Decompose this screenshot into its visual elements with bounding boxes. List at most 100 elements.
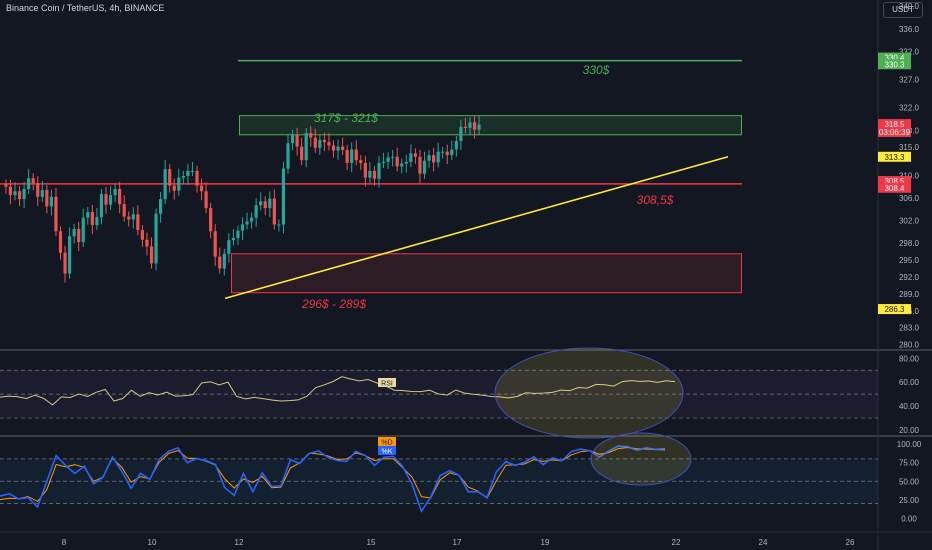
- candle-body: [118, 188, 122, 205]
- candle-body: [163, 169, 167, 200]
- price-axis-label-bg: [878, 59, 911, 70]
- candle-body: [140, 230, 144, 240]
- price-tick-label: 289.0: [899, 290, 920, 299]
- stoch-k-line: [0, 445, 666, 514]
- price-tick-label: 302.0: [899, 217, 920, 226]
- price-axis-label-bg: [878, 126, 911, 137]
- price-tick-label: 298.0: [899, 239, 920, 248]
- candle-body: [304, 133, 308, 161]
- candle-body: [345, 150, 349, 163]
- rsi-highlight-circle: [494, 347, 684, 439]
- candle-body: [341, 146, 345, 151]
- price-axis-label: 308.4: [884, 184, 905, 193]
- candle-body: [427, 155, 431, 161]
- stoch-tick-label: 25.00: [899, 496, 920, 505]
- time-tick-label: 24: [759, 538, 768, 547]
- candle-body: [27, 178, 31, 189]
- candle-body: [286, 143, 290, 169]
- candle-body: [236, 230, 240, 239]
- candle-body: [400, 163, 404, 167]
- level-308-label: 308,5$: [637, 193, 674, 207]
- candle-body: [277, 224, 281, 226]
- candle-body: [145, 239, 149, 247]
- candle-body: [131, 214, 135, 220]
- candle-body: [222, 253, 226, 269]
- candle-body: [104, 194, 108, 205]
- candle-body: [204, 191, 208, 209]
- candle-body: [36, 183, 40, 197]
- candle-body: [186, 170, 190, 176]
- candle-body: [295, 134, 299, 147]
- candle-body: [168, 169, 172, 186]
- resistance-zone: [239, 115, 742, 136]
- candle-body: [322, 139, 326, 143]
- candle-body: [136, 214, 140, 231]
- candle-body: [250, 217, 254, 222]
- price-tick-label: 292.0: [899, 273, 920, 282]
- price-tick-label: 310.0: [899, 171, 920, 180]
- candle-body: [441, 151, 445, 153]
- stoch-d-tag: %D: [381, 440, 392, 447]
- candle-body: [122, 204, 126, 217]
- rsi-tick-label: 20.00: [899, 426, 920, 435]
- candle-body: [58, 231, 63, 253]
- candle-body: [240, 224, 245, 231]
- candle-body: [359, 160, 363, 163]
- candle-body: [350, 149, 354, 163]
- rsi-tag: RSI: [381, 381, 393, 388]
- candle-body: [99, 194, 104, 218]
- price-tick-label: 295.0: [899, 256, 920, 265]
- candle-body: [45, 190, 49, 207]
- candle-body: [40, 190, 44, 197]
- price-axis-label: 313.3: [884, 153, 905, 162]
- candle-body: [391, 156, 395, 158]
- candle-body: [432, 155, 436, 163]
- candle-body: [413, 153, 417, 157]
- price-axis-label: 330.4: [884, 54, 905, 63]
- candle-body: [172, 185, 176, 191]
- currency-button[interactable]: USDT: [883, 2, 923, 18]
- candle-body: [368, 170, 372, 178]
- price-axis-label: 318.5: [884, 120, 905, 129]
- stoch-k-tag-bg: [378, 446, 396, 455]
- candle-body: [354, 149, 358, 161]
- candle-body: [450, 149, 454, 156]
- candle-body: [422, 160, 427, 174]
- time-tick-label: 22: [672, 538, 681, 547]
- candle-body: [290, 134, 295, 144]
- candle-body: [195, 170, 199, 186]
- price-tick-label: 327.0: [899, 76, 920, 85]
- candle-body: [218, 256, 222, 269]
- candle-body: [404, 161, 408, 164]
- time-tick-label: 17: [453, 538, 462, 547]
- candle-body: [181, 175, 185, 178]
- candle-body: [372, 170, 377, 179]
- candle-body: [49, 196, 53, 207]
- candle-body: [468, 122, 472, 129]
- candle-body: [477, 124, 481, 130]
- candle-body: [86, 212, 90, 218]
- candle-body: [31, 178, 35, 184]
- candle-body: [336, 146, 340, 151]
- price-axis-label-bg: [878, 119, 911, 130]
- price-axis-label: 286.3: [884, 305, 905, 314]
- candle-body: [227, 240, 231, 254]
- price-tick-label: 340.0: [899, 2, 920, 11]
- candle-body: [95, 217, 99, 226]
- candle-body: [159, 199, 163, 214]
- price-axis-label: 330.3: [884, 60, 905, 69]
- candle-body: [445, 151, 449, 156]
- candle-body: [8, 186, 13, 196]
- candle-body: [199, 185, 204, 192]
- candle-body: [268, 198, 272, 209]
- price-axis-label-bg: [878, 304, 911, 315]
- symbol-title: Binance Coin / TetherUS, 4h, BINANCE: [6, 3, 165, 13]
- candle-body: [395, 156, 399, 167]
- candle-body: [363, 162, 367, 178]
- candle-body: [377, 162, 381, 179]
- candle-body: [418, 156, 422, 174]
- price-tick-label: 280.0: [899, 341, 920, 350]
- candle-body: [300, 146, 304, 161]
- candle-body: [127, 216, 131, 220]
